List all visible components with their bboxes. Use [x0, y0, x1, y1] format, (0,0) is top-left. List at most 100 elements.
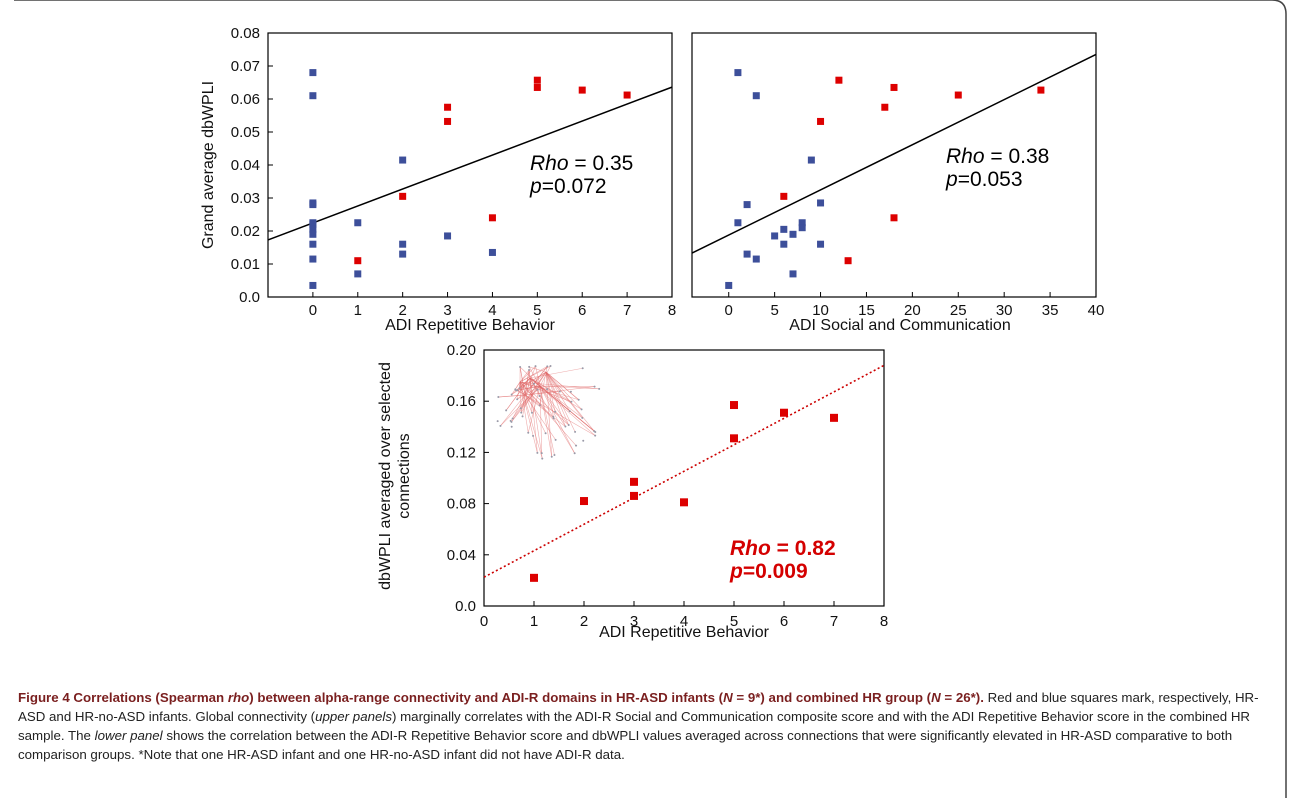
- network-node: [538, 404, 541, 407]
- x-tick-label: 10: [812, 302, 829, 319]
- hr-no-asd-point: [354, 270, 362, 278]
- x-tick-label: 1: [530, 613, 538, 630]
- network-node: [569, 390, 572, 393]
- caption-title-italic: rho: [227, 690, 250, 705]
- connectivity-network-inset: [496, 365, 601, 460]
- panel-a-fit-line: [267, 86, 673, 241]
- network-node: [533, 382, 536, 385]
- hr-asd-point: [835, 76, 843, 84]
- hr-no-asd-point: [488, 248, 496, 256]
- panel-c-p: p=0.009: [729, 560, 808, 583]
- network-node: [573, 452, 576, 455]
- panel-a-rho-label: Rho: [530, 152, 569, 175]
- x-tick-label: 6: [578, 302, 586, 319]
- network-node: [534, 365, 537, 368]
- caption-body-part: Red and blue squares mark, respectively,…: [18, 690, 1259, 724]
- x-tick-label: 2: [398, 302, 406, 319]
- network-node: [552, 417, 555, 420]
- x-tick-label: 2: [580, 613, 588, 630]
- hr-asd-point: [780, 408, 788, 417]
- y-tick-label: 0.08: [447, 496, 476, 513]
- caption-body-part: shows the correlation between the ADI-R …: [18, 728, 1233, 762]
- network-node: [581, 416, 584, 419]
- hr-no-asd-point: [780, 240, 788, 248]
- network-edge: [545, 371, 582, 410]
- network-edge: [545, 371, 576, 432]
- network-edge: [519, 381, 579, 401]
- hr-no-asd-point: [309, 201, 317, 209]
- caption-title-italic: N: [931, 690, 941, 705]
- network-node: [546, 388, 549, 391]
- network-node: [570, 400, 573, 403]
- x-tick-label: 5: [730, 613, 738, 630]
- hr-no-asd-point: [752, 255, 760, 263]
- caption-body-italic: upper panels: [315, 709, 392, 724]
- hr-no-asd-point: [309, 230, 317, 238]
- network-edge: [511, 381, 521, 395]
- x-tick-label: 6: [780, 613, 788, 630]
- hr-asd-point: [630, 491, 638, 500]
- network-node: [546, 365, 549, 368]
- x-tick-label: 7: [830, 613, 838, 630]
- hr-asd-point: [1037, 86, 1045, 94]
- hr-no-asd-point: [309, 281, 317, 289]
- hr-no-asd-point: [399, 156, 407, 164]
- network-node: [530, 411, 533, 414]
- hr-asd-point: [623, 91, 631, 99]
- panel-c-xlabel: ADI Repetitive Behavior: [599, 624, 770, 641]
- network-edge: [519, 381, 538, 453]
- network-edge: [524, 394, 596, 436]
- panel-c-rho-value: = 0.82: [771, 537, 836, 560]
- network-edge: [511, 385, 541, 423]
- hr-no-asd-point: [771, 232, 779, 240]
- caption-title-part: = 26*).: [940, 690, 984, 705]
- y-tick-label: 0.0: [455, 598, 476, 615]
- hr-no-asd-point: [444, 232, 452, 240]
- network-edge: [519, 369, 530, 383]
- network-edge: [524, 394, 533, 413]
- network-node: [554, 410, 557, 413]
- panel-b-points: [725, 69, 1045, 289]
- hr-no-asd-point: [734, 69, 742, 77]
- hr-asd-point: [844, 257, 852, 265]
- y-tick-label: 0.20: [447, 342, 476, 359]
- caption-title: Figure 4 Correlations (Spearman rho) bet…: [18, 690, 984, 705]
- hr-asd-point: [881, 103, 889, 111]
- panel-a-rho-value: = 0.35: [569, 152, 634, 175]
- panel-b-xlabel: ADI Social and Communication: [789, 317, 1010, 334]
- panel-c-ylabel-line2: connections: [396, 433, 413, 518]
- caption-title-part: = 9*) and combined HR group (: [732, 690, 932, 705]
- hr-asd-point: [680, 498, 688, 507]
- hr-asd-point: [730, 434, 738, 443]
- network-edge: [516, 381, 521, 400]
- panel-a-y-ticks: 0.0 0.01 0.02 0.03 0.04 0.05 0.06 0.07 0.08: [231, 25, 273, 306]
- panel-b-x-ticks: 0 5 10 15 20 25 30 35 40: [725, 292, 1104, 319]
- network-edge: [545, 371, 566, 427]
- panel-c-x-ticks: 0 1 2 3 4 5 6 7 8: [480, 601, 888, 630]
- network-node: [598, 387, 601, 390]
- x-tick-label: 25: [950, 302, 967, 319]
- panel-upper-right: 0 5 10 15 20 25 30 35 40 ADI Social and Communic…: [691, 32, 1104, 334]
- hr-no-asd-point: [309, 255, 317, 263]
- network-edge: [545, 371, 556, 412]
- panel-b-rho-value: = 0.38: [985, 145, 1050, 168]
- network-edge: [519, 381, 546, 434]
- network-node: [510, 393, 513, 396]
- hr-no-asd-point: [309, 240, 317, 248]
- y-tick-label: 0.07: [231, 58, 260, 75]
- network-node: [550, 455, 553, 458]
- network-edge: [539, 385, 553, 457]
- network-node: [558, 390, 561, 393]
- hr-asd-point: [444, 103, 452, 111]
- network-edge: [539, 385, 555, 456]
- network-node: [536, 451, 539, 454]
- network-node: [554, 438, 557, 441]
- network-node: [518, 387, 521, 390]
- network-edge: [529, 377, 538, 453]
- hr-asd-point: [954, 91, 962, 99]
- caption-title-italic: N: [723, 690, 733, 705]
- network-edge: [545, 371, 561, 392]
- hr-asd-point: [399, 192, 407, 200]
- network-edge: [529, 366, 547, 373]
